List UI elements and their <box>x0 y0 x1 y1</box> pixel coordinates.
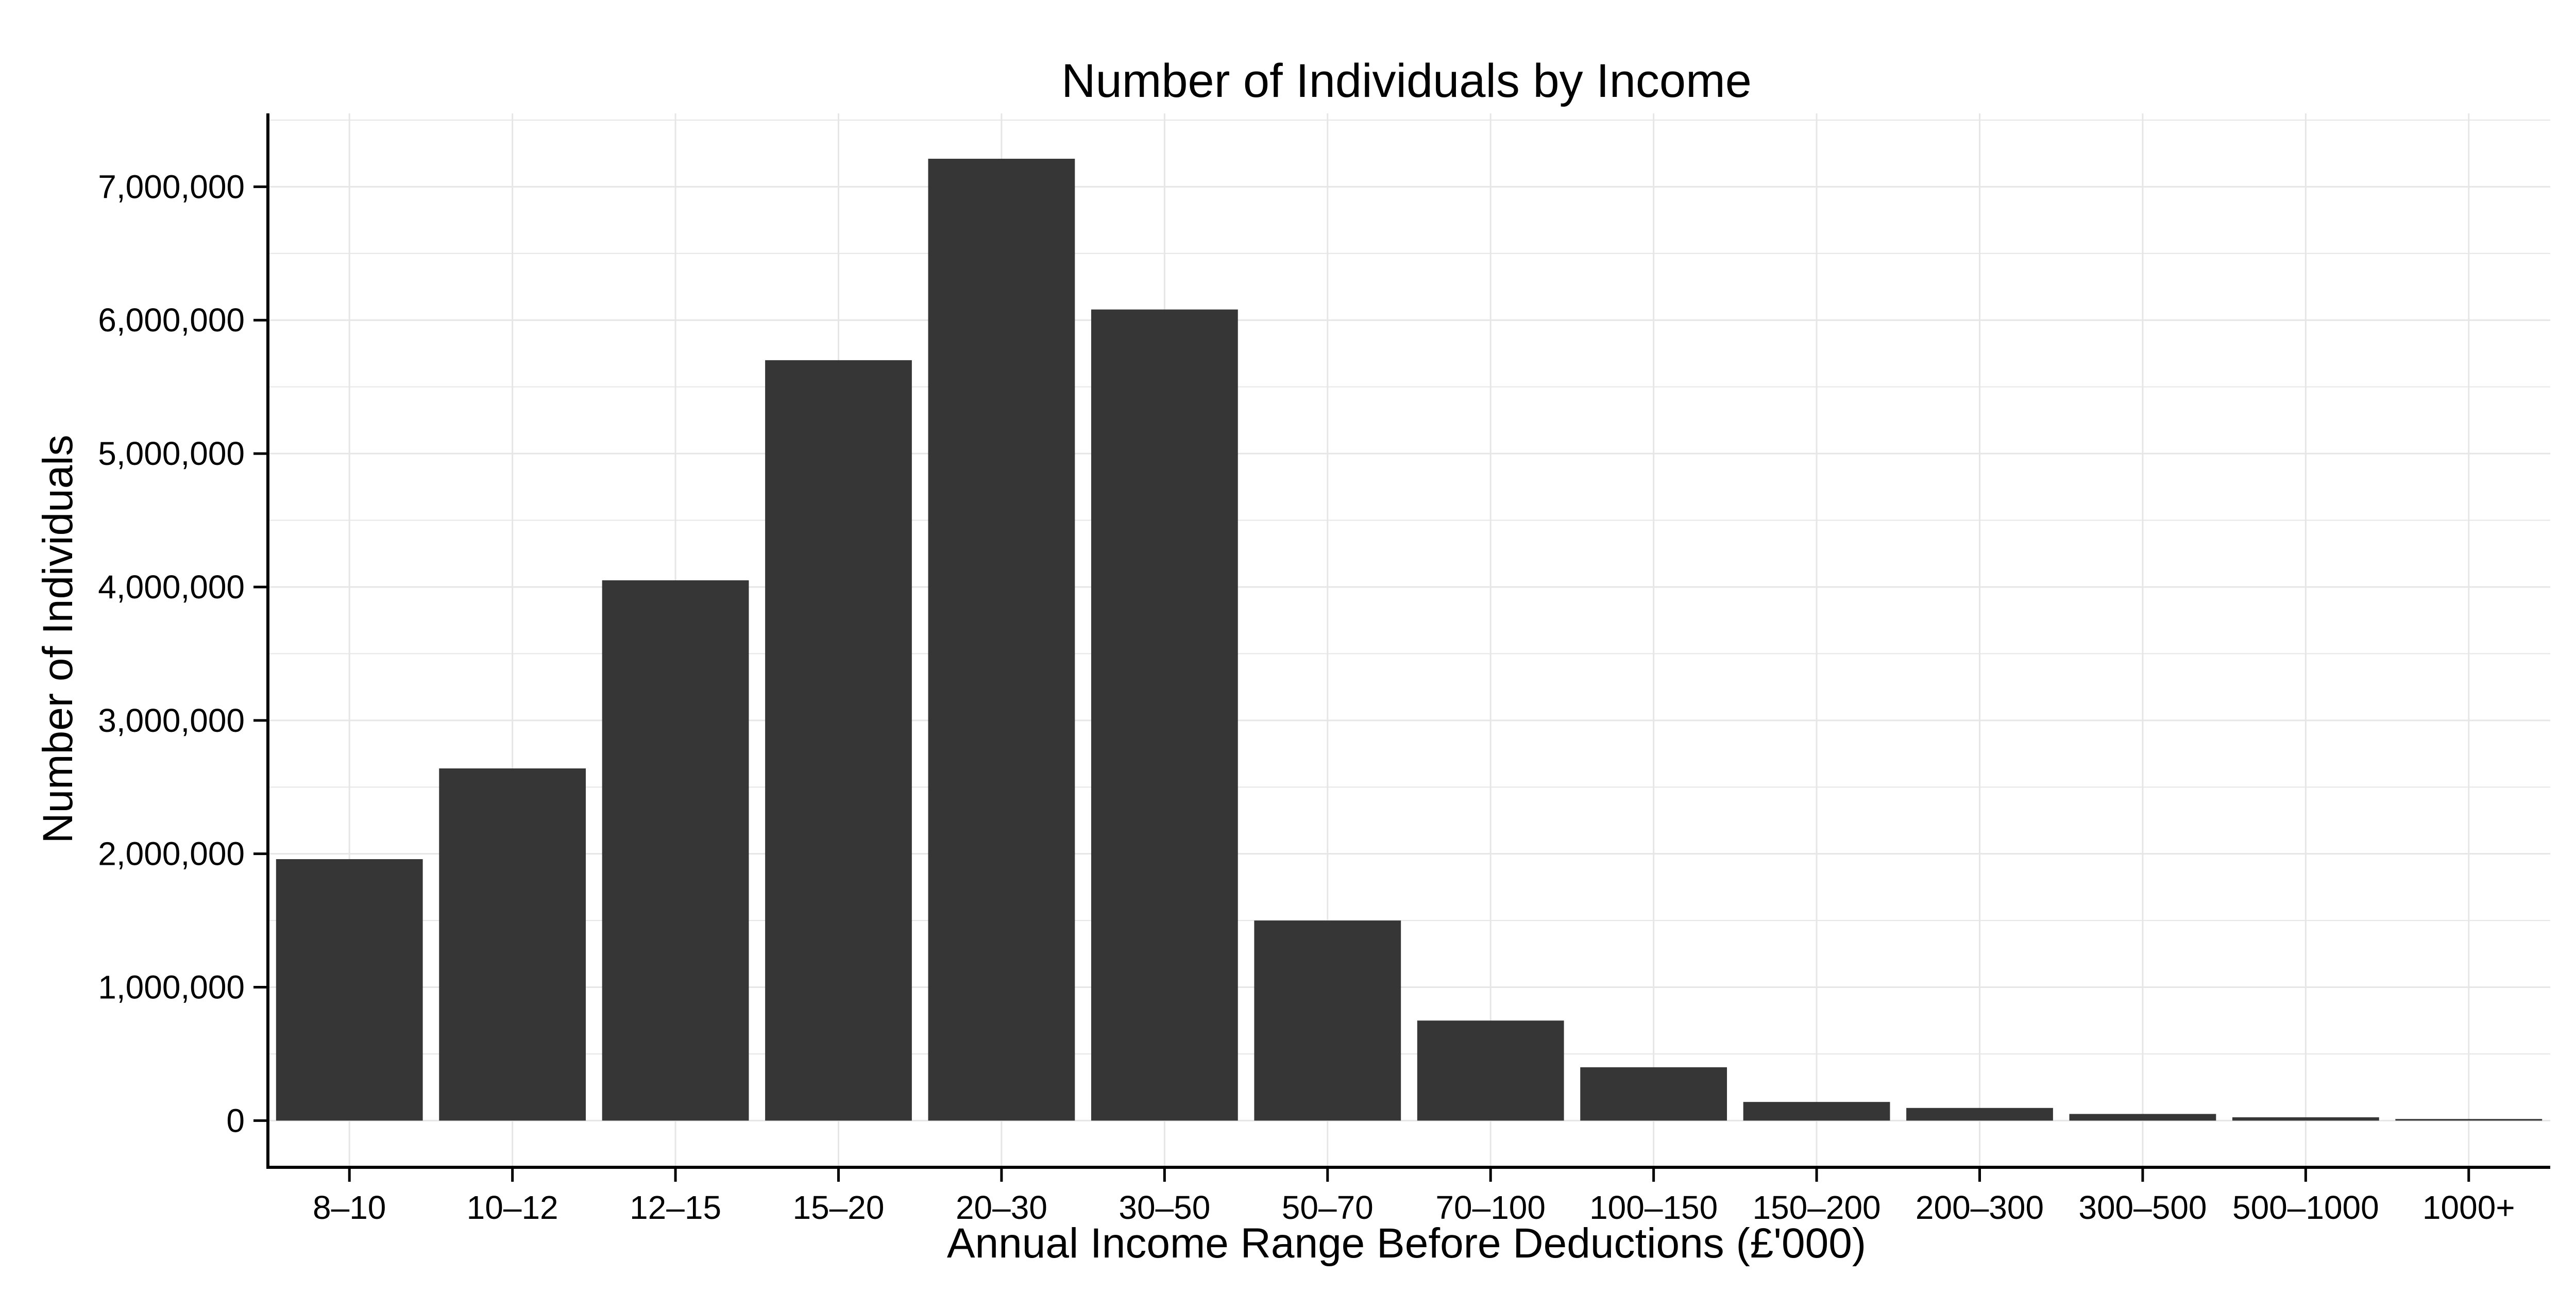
y-tick-label: 6,000,000 <box>98 301 245 339</box>
x-tick-label: 1000+ <box>2422 1189 2515 1226</box>
x-tick-label: 100–150 <box>1589 1189 1718 1226</box>
bar-50-70 <box>1254 920 1401 1121</box>
x-tick-label: 50–70 <box>1282 1189 1374 1226</box>
axes-layer <box>266 113 2550 1169</box>
x-tick-label: 500–1000 <box>2232 1189 2379 1226</box>
chart-title: Number of Individuals by Income <box>1061 55 1752 107</box>
x-tick-label: 15–20 <box>793 1189 885 1226</box>
bar-150-200 <box>1743 1102 1890 1121</box>
x-tick-label: 300–500 <box>2078 1189 2207 1226</box>
bar-300-500 <box>2069 1114 2216 1121</box>
y-tick-label: 2,000,000 <box>98 835 245 873</box>
x-tick-label: 150–200 <box>1752 1189 1880 1226</box>
y-tick-label: 0 <box>226 1102 245 1139</box>
x-tick-label: 10–12 <box>467 1189 558 1226</box>
bar-30-50 <box>1091 309 1238 1121</box>
y-axis-label: Number of Individuals <box>35 434 81 843</box>
bar-12-15 <box>602 580 749 1121</box>
bar-100-150 <box>1580 1067 1727 1121</box>
x-tick-label: 12–15 <box>630 1189 721 1226</box>
y-tick-label: 4,000,000 <box>98 568 245 606</box>
y-tick-label: 5,000,000 <box>98 435 245 472</box>
y-tick-label: 3,000,000 <box>98 702 245 739</box>
bar-1000+ <box>2395 1119 2543 1121</box>
x-tick-label: 70–100 <box>1435 1189 1546 1226</box>
bar-200-300 <box>1906 1108 2053 1121</box>
x-tick-label: 30–50 <box>1118 1189 1210 1226</box>
x-tick-label: 20–30 <box>956 1189 1047 1226</box>
bar-500-1000 <box>2232 1117 2379 1121</box>
bar-10-12 <box>439 768 586 1121</box>
x-axis-label: Annual Income Range Before Deductions (£… <box>947 1220 1866 1267</box>
x-tick-label: 200–300 <box>1916 1189 2044 1226</box>
y-tick-label: 7,000,000 <box>98 168 245 205</box>
bar-15-20 <box>765 360 912 1121</box>
x-tick-label: 8–10 <box>313 1189 386 1226</box>
bar-8-10 <box>276 859 423 1121</box>
y-tick-label: 1,000,000 <box>98 969 245 1006</box>
ticks-layer: 0 1,000,000 2,000,000 3,000,000 4,000,000 5,0… <box>98 168 2515 1226</box>
bar-70-100 <box>1417 1020 1564 1121</box>
bar-20-30 <box>928 159 1075 1121</box>
bars-layer <box>276 159 2543 1121</box>
